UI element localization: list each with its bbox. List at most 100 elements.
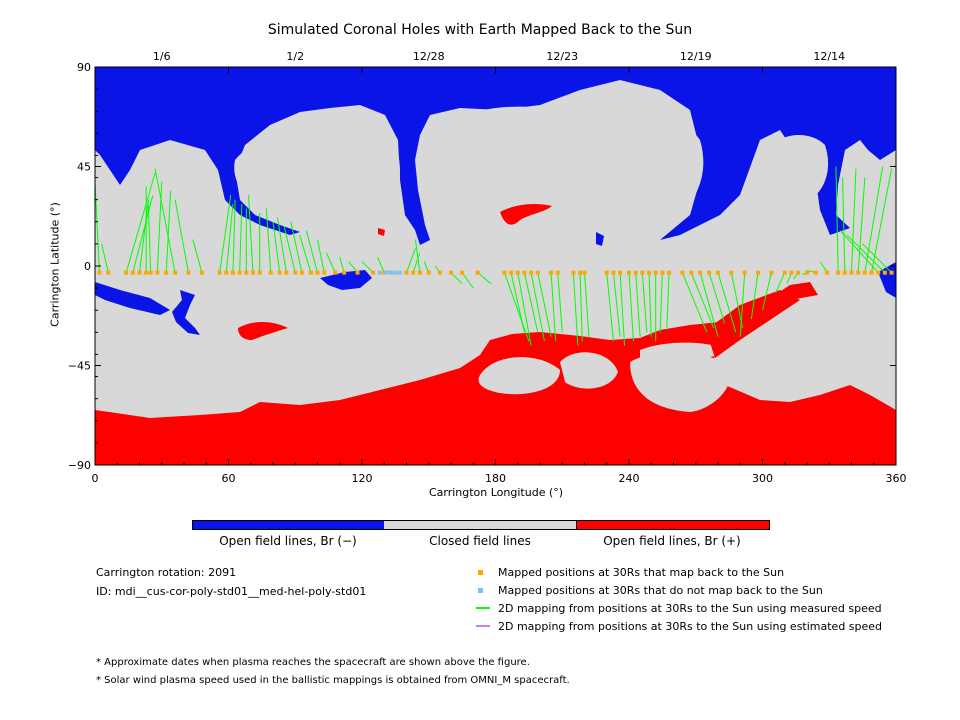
legend-estimated-line — [476, 625, 490, 627]
axes: 0 60 120 180 240 300 360 90 45 0 −45 −90 1/6 1/2 12/28… — [68, 50, 907, 485]
mapped-point — [789, 270, 794, 275]
x-axis-label: Carrington Longitude (°) — [428, 486, 564, 499]
unmapped-point — [393, 270, 398, 275]
colorbar-label-positive: Open field lines, Br (+) — [603, 534, 741, 548]
mapped-point — [509, 270, 514, 275]
mapped-point — [604, 270, 609, 275]
mapped-point — [842, 270, 847, 275]
mapped-point — [660, 270, 665, 275]
mapped-point — [578, 270, 583, 275]
mapped-point — [237, 270, 242, 275]
mapped-point — [217, 270, 222, 275]
mapping-trace — [550, 272, 557, 342]
mapped-point — [268, 270, 273, 275]
mapping-trace — [775, 272, 786, 293]
mapping-trace — [139, 199, 149, 273]
mapping-trace — [165, 190, 172, 273]
mapped-point — [889, 270, 894, 275]
mapped-point — [502, 270, 507, 275]
mapping-trace — [406, 248, 416, 273]
mapping-trace — [871, 168, 893, 273]
mapping-trace — [628, 272, 634, 342]
x-tick-label: 180 — [485, 472, 506, 485]
chart-title: Simulated Coronal Holes with Earth Mappe… — [267, 22, 693, 38]
mapping-trace — [606, 272, 614, 342]
mapped-point — [164, 270, 169, 275]
mapped-point — [653, 270, 658, 275]
closed-island — [234, 117, 400, 226]
mapped-point — [124, 270, 129, 275]
positive-hole — [500, 204, 552, 225]
mapping-trace — [842, 177, 846, 273]
mapped-point — [549, 270, 554, 275]
x-tick-label: 120 — [352, 472, 373, 485]
mapped-point — [647, 270, 652, 275]
mapping-trace — [619, 272, 626, 346]
mapped-point — [515, 270, 520, 275]
legend-measured-line — [476, 607, 490, 609]
y-tick-label: −90 — [68, 459, 91, 472]
mapped-point — [244, 270, 249, 275]
closed-island — [478, 357, 560, 395]
mapped-point — [633, 270, 638, 275]
carrington-rotation: Carrington rotation: 2091 — [96, 566, 237, 579]
mapping-trace — [317, 239, 325, 273]
colorbar-label-negative: Open field lines, Br (−) — [219, 534, 357, 548]
colorbar-label-closed: Closed field lines — [429, 534, 531, 548]
mapping-trace — [846, 234, 886, 273]
mapping-trace — [248, 195, 254, 273]
negative-hole — [172, 290, 200, 335]
mapped-point — [315, 270, 320, 275]
mapping-trace — [325, 252, 336, 273]
mapping-trace — [272, 221, 281, 273]
mapped-point — [876, 270, 881, 275]
mapping-trace — [557, 272, 563, 333]
mapped-point — [293, 270, 298, 275]
mapping-trace — [572, 272, 579, 346]
mapping-trace — [762, 272, 772, 311]
unmapped-point — [384, 270, 389, 275]
mapped-point — [333, 270, 338, 275]
mapped-point — [106, 270, 111, 275]
mapped-point — [582, 270, 587, 275]
mapped-point — [224, 270, 229, 275]
mapping-trace — [666, 272, 670, 328]
closed-island — [560, 352, 618, 389]
mapped-point — [155, 270, 160, 275]
date-tick-label: 12/19 — [680, 50, 712, 63]
legend-mapped-marker — [478, 570, 483, 575]
mapped-point — [137, 270, 142, 275]
mapped-point — [97, 270, 102, 275]
mapping-trace — [835, 166, 839, 273]
colorbar-positive — [576, 520, 770, 530]
mapped-point — [618, 270, 623, 275]
mapping-trace — [708, 272, 726, 324]
mapping-trace — [283, 226, 296, 273]
mapping-trace — [739, 272, 746, 337]
mapping-trace — [414, 239, 421, 273]
mapping-trace — [851, 168, 857, 273]
mapping-trace — [147, 204, 152, 273]
note-dates: * Approximate dates when plasma reaches … — [96, 657, 530, 668]
mapped-point — [186, 270, 191, 275]
mapped-point — [796, 270, 801, 275]
x-tick-label: 60 — [222, 472, 236, 485]
closed-island — [419, 106, 704, 230]
mapped-point — [742, 270, 747, 275]
mapped-point — [825, 270, 830, 275]
mapping-trace — [641, 272, 648, 333]
mapped-point — [299, 270, 304, 275]
y-tick-label: 0 — [84, 260, 91, 273]
mapped-point — [460, 270, 465, 275]
mapping-trace — [523, 272, 539, 333]
mapping-trace — [232, 199, 236, 273]
mapping-trace — [857, 177, 866, 273]
unmapped-point — [397, 270, 402, 275]
positive-hole — [706, 290, 800, 358]
mapped-point — [144, 270, 149, 275]
mapped-point — [322, 270, 327, 275]
mapping-trace — [517, 272, 532, 346]
legend-not-mapped-label: Mapped positions at 30Rs that do not map… — [498, 584, 823, 597]
date-tick-label: 1/6 — [153, 50, 171, 63]
mapped-point — [417, 270, 422, 275]
